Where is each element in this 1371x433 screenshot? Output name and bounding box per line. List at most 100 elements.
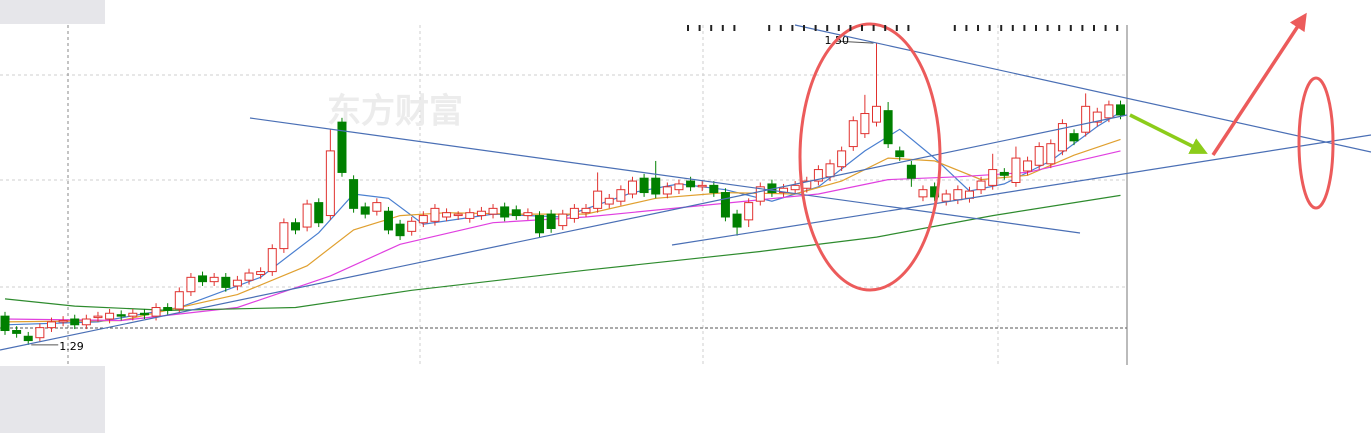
marker-dot	[733, 25, 736, 31]
candle-body	[465, 212, 475, 219]
candle-body	[651, 177, 661, 195]
candle-body	[116, 314, 126, 317]
candle-body	[291, 222, 300, 231]
candle-body	[1081, 105, 1091, 133]
candle-body	[35, 327, 45, 339]
candle-body	[546, 213, 556, 229]
candle-body	[81, 318, 91, 326]
pointer	[836, 40, 874, 44]
candle-body	[674, 183, 684, 191]
candle-body	[12, 330, 22, 334]
arrow	[1211, 12, 1307, 156]
marker-dot	[1093, 25, 1095, 31]
marker-dot	[814, 25, 817, 31]
candle-body	[883, 110, 893, 145]
candle-body	[697, 184, 707, 188]
moving-average-line	[4, 194, 1121, 312]
annotations	[0, 12, 1371, 351]
candle-body	[511, 209, 521, 217]
candle-body	[407, 220, 417, 232]
marker-dot	[1046, 25, 1049, 31]
candle-body	[848, 120, 858, 148]
marker-dot	[1081, 25, 1084, 31]
candle-body	[337, 121, 347, 173]
marker-dot	[1023, 25, 1026, 31]
candle-body	[221, 276, 231, 288]
candle-body	[860, 113, 870, 135]
candle-body	[1046, 143, 1056, 165]
min-label: 1.29	[59, 340, 84, 353]
candle-body	[604, 197, 614, 205]
marker-dot	[849, 25, 852, 31]
arrow	[1129, 113, 1208, 154]
marker-dot	[791, 25, 794, 31]
candle-body	[593, 190, 603, 209]
candle-body	[442, 212, 452, 218]
candle-body	[872, 105, 881, 123]
candle-body	[349, 179, 359, 209]
candle-body	[302, 203, 312, 228]
highlight-ellipse	[798, 22, 942, 292]
candle-body	[1057, 123, 1067, 152]
candle-body	[686, 180, 696, 188]
candle-body	[93, 315, 103, 319]
candle-body	[523, 212, 533, 217]
candle-body	[662, 186, 672, 195]
candle-body	[639, 177, 649, 194]
candle-body	[198, 275, 208, 283]
candle-body	[988, 169, 998, 186]
candle-body	[1092, 111, 1102, 123]
candle-body	[918, 189, 928, 198]
candle-body	[46, 321, 56, 329]
candle-body	[430, 207, 440, 222]
highlight-ellipse	[1297, 76, 1335, 210]
candle-body	[779, 187, 789, 194]
candle-body	[837, 150, 847, 168]
trend-line	[0, 114, 1128, 351]
candle-body	[232, 279, 242, 287]
candle-body	[139, 312, 149, 316]
candle-body	[128, 312, 138, 317]
candle-body	[709, 184, 719, 194]
moving-average-line	[4, 138, 1121, 323]
candle-body	[569, 207, 579, 219]
candle-body	[453, 213, 463, 217]
trend-line	[794, 24, 1371, 153]
candle-body	[895, 150, 905, 158]
candle-body	[23, 335, 33, 342]
panel	[0, 0, 105, 24]
candle-body	[953, 189, 963, 201]
candle-body	[581, 207, 591, 214]
marker-dot	[1011, 25, 1014, 31]
candle-body	[813, 169, 823, 182]
marker-dot	[988, 25, 991, 31]
marker-dot	[698, 25, 701, 31]
candle-body	[790, 184, 800, 191]
marker-dot	[1058, 25, 1061, 31]
candle-body	[256, 271, 266, 275]
marker-dot	[872, 25, 875, 31]
candle-body	[558, 213, 568, 227]
marker-dot	[907, 25, 910, 31]
marker-dot	[768, 25, 771, 31]
moving-average-line	[4, 150, 1121, 322]
candle-body	[627, 180, 637, 195]
candle-body	[0, 315, 10, 332]
candle-body	[999, 171, 1009, 176]
marker-dot	[687, 25, 689, 31]
marker-dot	[1000, 25, 1003, 31]
candle-body	[1034, 146, 1044, 166]
candle-body	[1116, 104, 1126, 116]
candle-body	[488, 207, 498, 215]
candle-body	[941, 193, 951, 202]
marker-dot	[884, 25, 887, 31]
candle-body	[1069, 133, 1079, 142]
candle-body	[732, 213, 742, 228]
candle-body	[360, 206, 370, 215]
marker-dot	[803, 25, 805, 31]
panel	[0, 366, 105, 433]
candle-body	[535, 215, 545, 234]
candle-body	[755, 186, 765, 202]
